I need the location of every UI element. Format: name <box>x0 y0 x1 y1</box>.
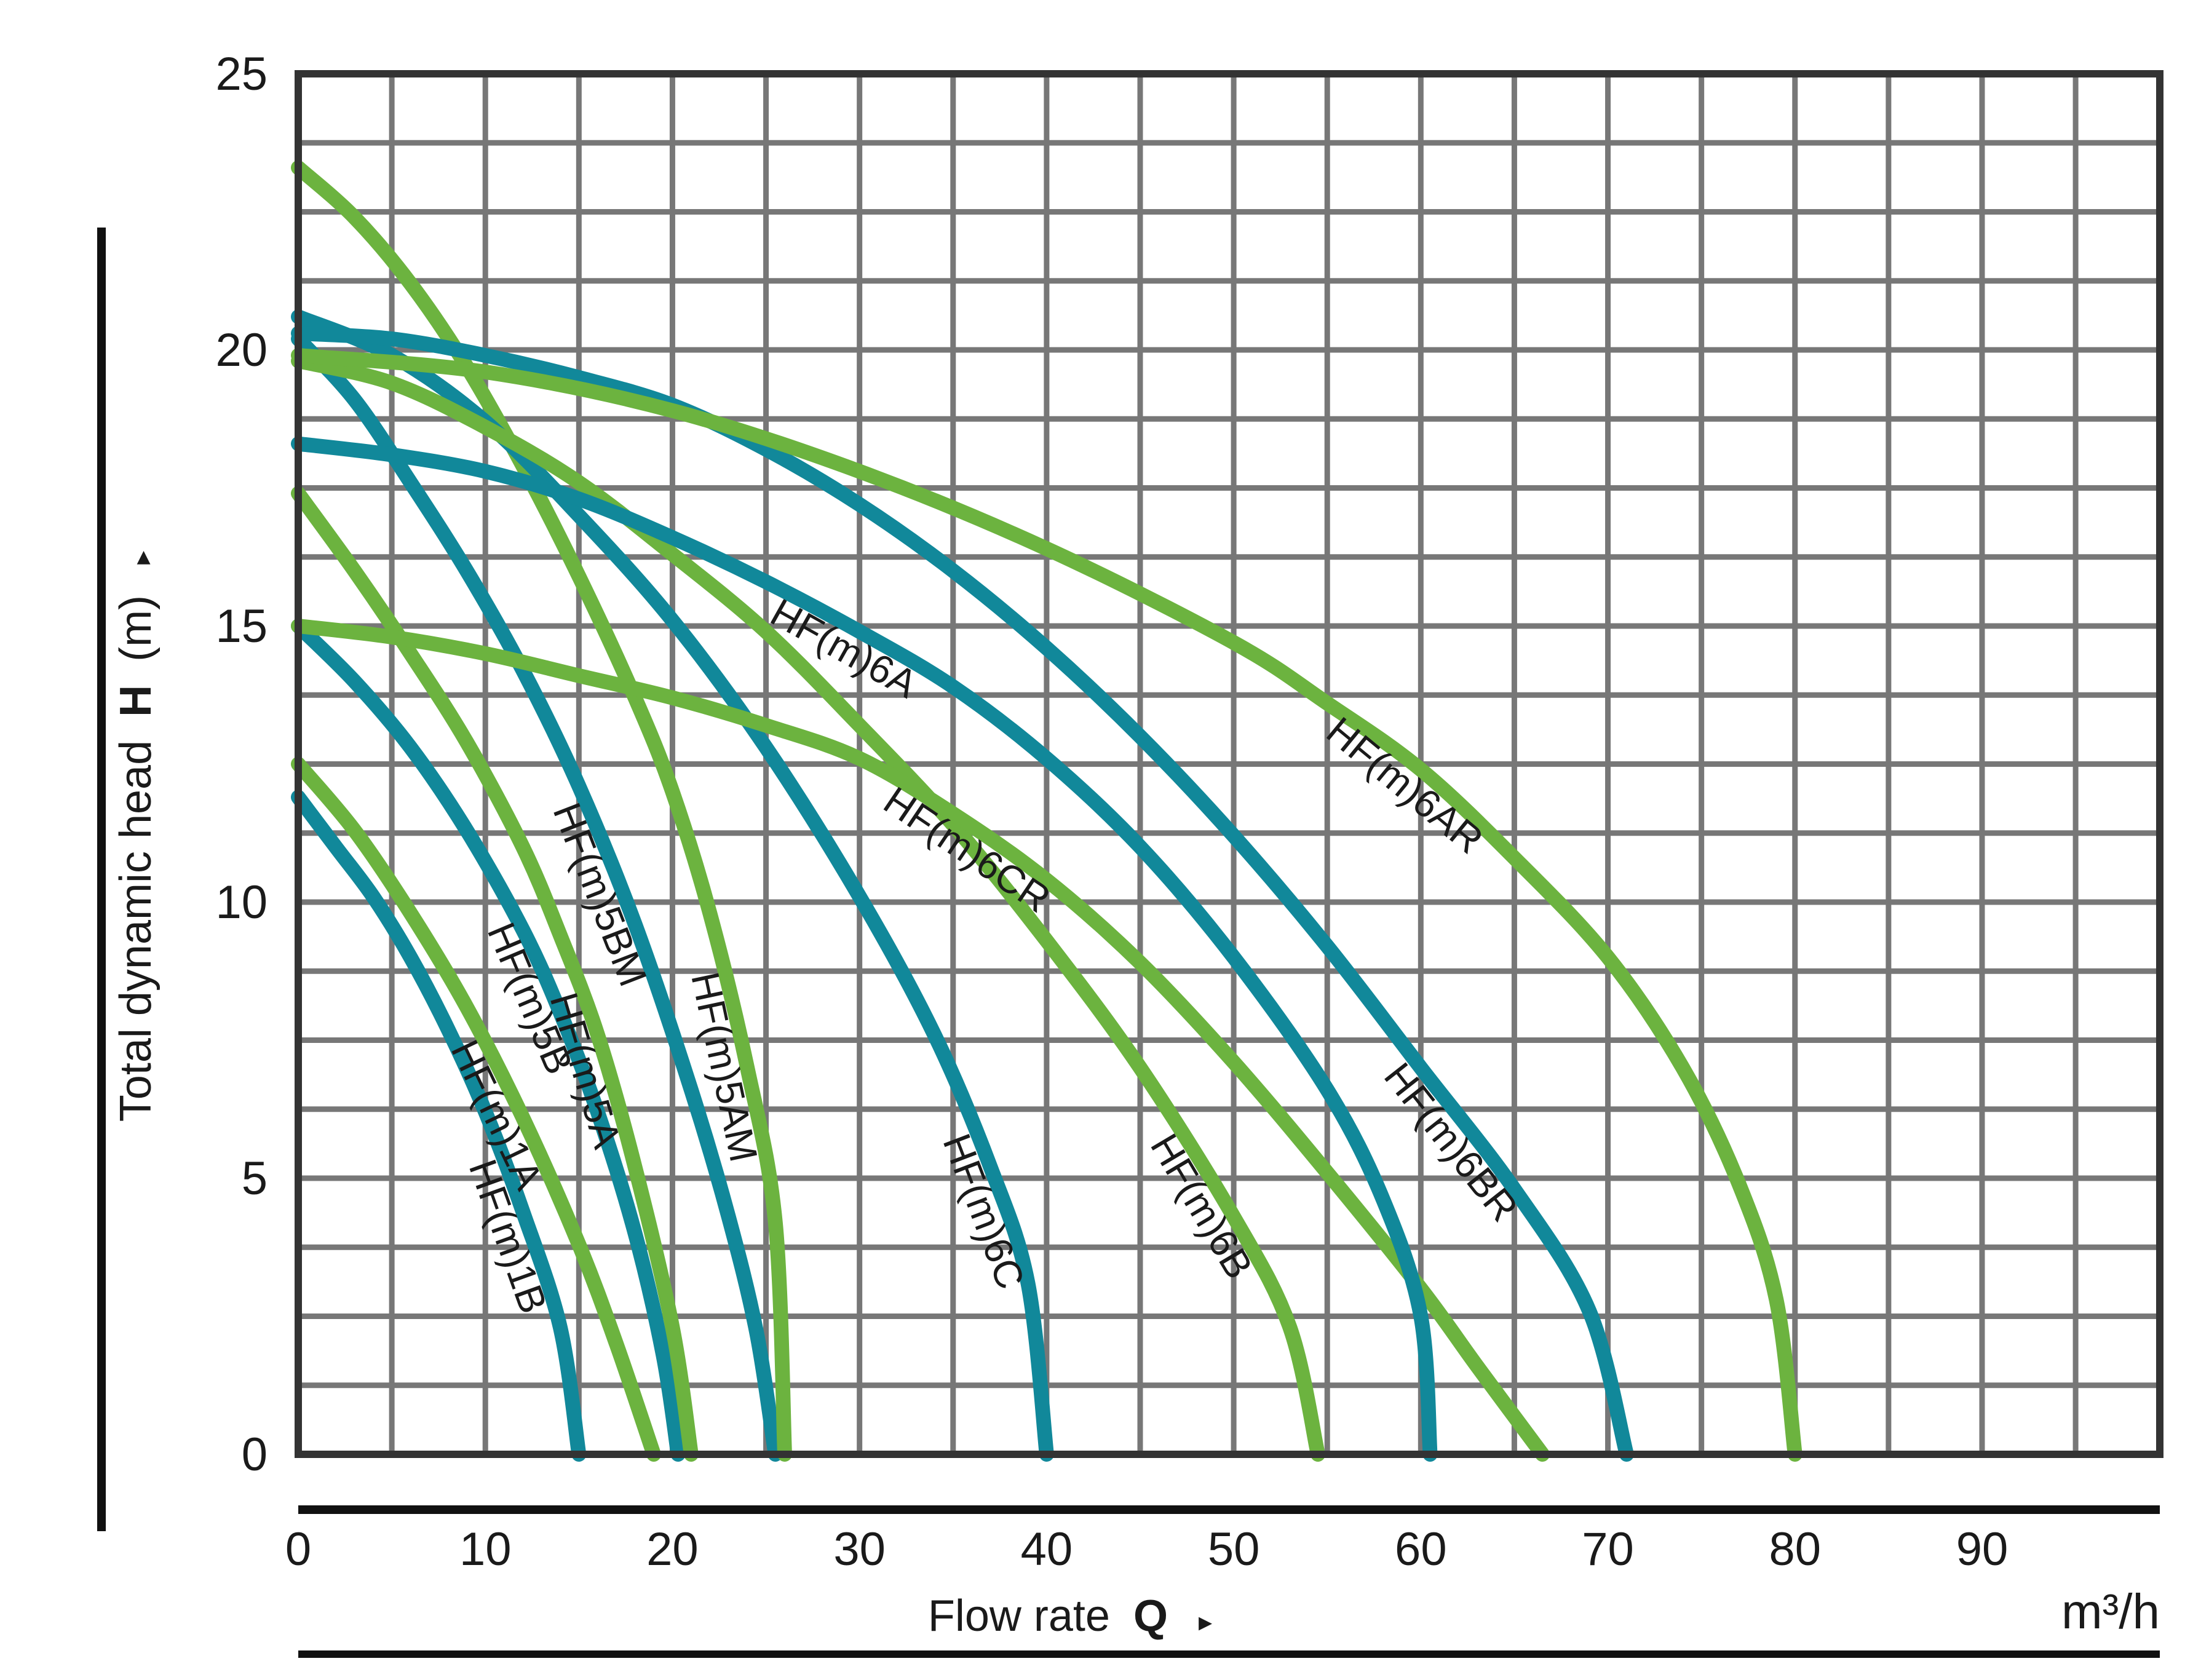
y-axis-label: Total dynamic head <box>111 740 161 1122</box>
curve-label-hf-m-6ar: HF(m)6AR <box>1319 708 1492 862</box>
curve-label-hf-m-6br: HF(m)6BR <box>1376 1055 1527 1230</box>
x-tick-label: 60 <box>1395 1523 1447 1575</box>
x-tick-label: 70 <box>1582 1523 1634 1575</box>
curve-hf-m-6br <box>291 326 1634 1462</box>
x-tick-label: 10 <box>459 1523 512 1575</box>
x-axis-symbol: Q <box>1133 1591 1168 1641</box>
curve-hf-m-6cr <box>291 619 1550 1462</box>
plot-frame <box>295 70 2163 1458</box>
curve-label-hf-m-6c: HF(m)6C <box>934 1128 1033 1294</box>
x-axis-label: Flow rate <box>928 1591 1110 1641</box>
x-tick-label: 20 <box>646 1523 699 1575</box>
grid-lines <box>298 74 2160 1454</box>
y-axis-unit: (m) <box>111 595 161 662</box>
x-tick-label: 30 <box>833 1523 886 1575</box>
y-tick-labels: 0 5 10 15 20 25 <box>215 48 268 1481</box>
curve-hf-m-5am <box>291 160 792 1462</box>
curve-hf-m-6ar <box>291 347 1802 1462</box>
x-axis-arrow-icon: ▸ <box>1199 1607 1212 1637</box>
x-tick-label: 50 <box>1208 1523 1260 1575</box>
curve-hf-m-6b <box>291 353 1326 1462</box>
x-tick-label: 40 <box>1021 1523 1073 1575</box>
curve-hf-m-1b <box>291 790 587 1462</box>
curve-hf-m-6a <box>291 436 1438 1462</box>
curve-hf-m-5a <box>291 486 699 1462</box>
curve-series <box>291 160 1802 1462</box>
curve-hf-m-5bm <box>291 331 783 1462</box>
y-tick-label: 5 <box>242 1152 268 1205</box>
curve-hf-m-1a <box>291 756 662 1462</box>
y-tick-label: 0 <box>242 1428 268 1481</box>
axis-rules <box>97 228 2160 1658</box>
x-tick-labels: 0 10 20 30 40 50 60 70 80 90 <box>285 1523 2008 1575</box>
x-unit-label: m³/h <box>2061 1584 2160 1639</box>
x-tick-label: 0 <box>285 1523 311 1575</box>
y-tick-label: 20 <box>215 324 268 376</box>
y-tick-label: 25 <box>215 48 268 100</box>
x-tick-label: 80 <box>1769 1523 1821 1575</box>
y-axis-symbol: H <box>111 685 161 717</box>
y-axis-title: Total dynamic head H (m) ▸ <box>111 551 161 1122</box>
y-tick-label: 10 <box>215 876 268 929</box>
x-tick-label: 90 <box>1956 1523 2009 1575</box>
x-axis-title: Flow rate Q ▸ <box>928 1591 1212 1641</box>
curve-hf-m-5b <box>291 619 686 1462</box>
y-axis-arrow-icon: ▸ <box>127 551 157 565</box>
y-tick-label: 15 <box>215 600 268 652</box>
